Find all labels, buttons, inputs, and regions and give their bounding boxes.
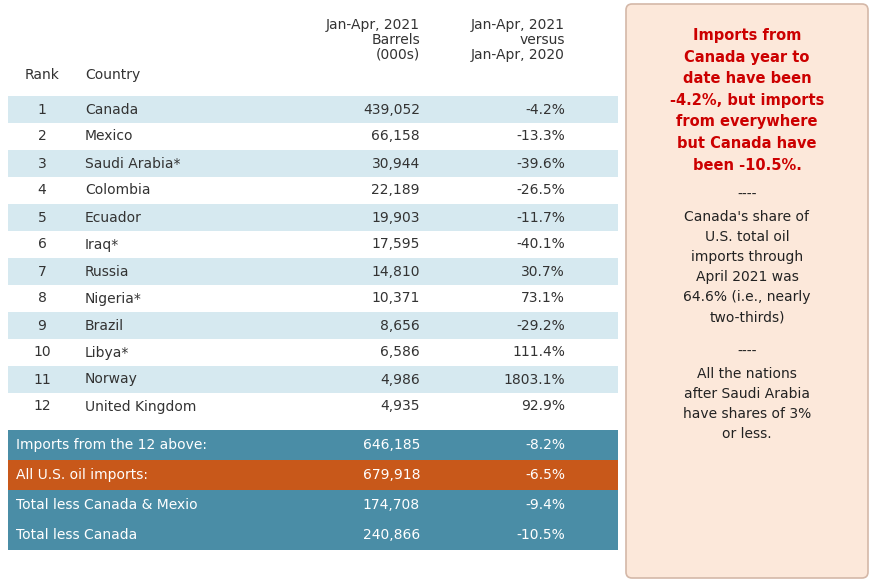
Text: 22,189: 22,189 (371, 184, 420, 198)
Text: ----: ---- (736, 345, 756, 359)
Text: Imports from the 12 above:: Imports from the 12 above: (16, 438, 207, 452)
Bar (8, 258, 617, 285)
Text: 14,810: 14,810 (371, 264, 420, 278)
Text: 646,185: 646,185 (362, 438, 420, 452)
Text: -9.4%: -9.4% (524, 498, 564, 512)
Bar (8, 150, 617, 177)
Text: 4,935: 4,935 (380, 400, 420, 414)
Text: 12: 12 (33, 400, 50, 414)
Text: 174,708: 174,708 (362, 498, 420, 512)
Text: Nigeria*: Nigeria* (85, 291, 142, 305)
Text: -6.5%: -6.5% (524, 468, 564, 482)
Text: 8: 8 (37, 291, 46, 305)
Bar (8, 177, 617, 204)
Text: Jan-Apr, 2021: Jan-Apr, 2021 (326, 18, 420, 32)
Text: 4,986: 4,986 (380, 373, 420, 387)
Text: 240,866: 240,866 (362, 528, 420, 542)
Bar (8, 231, 617, 258)
Text: (000s): (000s) (375, 48, 420, 62)
Text: -40.1%: -40.1% (515, 238, 564, 252)
Text: -8.2%: -8.2% (524, 438, 564, 452)
Text: -29.2%: -29.2% (515, 318, 564, 332)
Text: -10.5%: -10.5% (515, 528, 564, 542)
Text: -39.6%: -39.6% (515, 157, 564, 170)
Text: All the nations
after Saudi Arabia
have shares of 3%
or less.: All the nations after Saudi Arabia have … (682, 367, 810, 441)
Bar (8, 430, 617, 460)
Text: 679,918: 679,918 (362, 468, 420, 482)
Text: Saudi Arabia*: Saudi Arabia* (85, 157, 180, 170)
Text: 17,595: 17,595 (371, 238, 420, 252)
Text: 10,371: 10,371 (371, 291, 420, 305)
Text: United Kingdom: United Kingdom (85, 400, 196, 414)
Text: Russia: Russia (85, 264, 129, 278)
Text: 8,656: 8,656 (380, 318, 420, 332)
Text: 1803.1%: 1803.1% (503, 373, 564, 387)
Bar (8, 366, 617, 393)
Bar (8, 490, 617, 520)
Text: Jan-Apr, 2021: Jan-Apr, 2021 (470, 18, 564, 32)
Text: All U.S. oil imports:: All U.S. oil imports: (16, 468, 148, 482)
Text: Jan-Apr, 2020: Jan-Apr, 2020 (471, 48, 564, 62)
Text: 10: 10 (33, 346, 50, 360)
Bar (8, 460, 617, 490)
Text: Iraq*: Iraq* (85, 238, 119, 252)
Text: versus: versus (519, 33, 564, 47)
Text: Colombia: Colombia (85, 184, 150, 198)
Text: 6,586: 6,586 (380, 346, 420, 360)
Bar (8, 520, 617, 550)
Text: 19,903: 19,903 (371, 211, 420, 225)
Text: 6: 6 (37, 238, 46, 252)
Bar (8, 204, 617, 231)
Text: 439,052: 439,052 (362, 102, 420, 116)
Text: Country: Country (85, 68, 140, 82)
Text: 11: 11 (33, 373, 50, 387)
Text: 30,944: 30,944 (371, 157, 420, 170)
Text: Rank: Rank (24, 68, 59, 82)
Text: Ecuador: Ecuador (85, 211, 142, 225)
Text: 73.1%: 73.1% (521, 291, 564, 305)
Text: ----: ---- (736, 188, 756, 202)
Bar (8, 123, 617, 150)
Bar (8, 393, 617, 420)
Text: Imports from
Canada year to
date have been
-4.2%, but imports
from everywhere
bu: Imports from Canada year to date have be… (669, 28, 823, 173)
Text: 111.4%: 111.4% (512, 346, 564, 360)
Text: Canada's share of
U.S. total oil
imports through
April 2021 was
64.6% (i.e., nea: Canada's share of U.S. total oil imports… (682, 210, 810, 324)
Text: -26.5%: -26.5% (515, 184, 564, 198)
Text: 66,158: 66,158 (371, 129, 420, 143)
Bar (8, 312, 617, 339)
Text: 3: 3 (37, 157, 46, 170)
Bar (8, 285, 617, 312)
Text: 2: 2 (37, 129, 46, 143)
Text: 1: 1 (37, 102, 46, 116)
Text: -4.2%: -4.2% (525, 102, 564, 116)
Text: 7: 7 (37, 264, 46, 278)
FancyBboxPatch shape (626, 4, 867, 578)
Text: Norway: Norway (85, 373, 137, 387)
Text: 4: 4 (37, 184, 46, 198)
Text: 30.7%: 30.7% (521, 264, 564, 278)
Text: Brazil: Brazil (85, 318, 124, 332)
Text: 9: 9 (37, 318, 46, 332)
Text: 5: 5 (37, 211, 46, 225)
Text: -13.3%: -13.3% (515, 129, 564, 143)
Bar (8, 96, 617, 123)
Text: -11.7%: -11.7% (515, 211, 564, 225)
Bar (8, 339, 617, 366)
Text: 92.9%: 92.9% (521, 400, 564, 414)
Text: Mexico: Mexico (85, 129, 133, 143)
Text: Libya*: Libya* (85, 346, 129, 360)
Text: Barrels: Barrels (371, 33, 420, 47)
Text: Total less Canada: Total less Canada (16, 528, 137, 542)
Text: Total less Canada & Mexio: Total less Canada & Mexio (16, 498, 197, 512)
Text: Canada: Canada (85, 102, 138, 116)
